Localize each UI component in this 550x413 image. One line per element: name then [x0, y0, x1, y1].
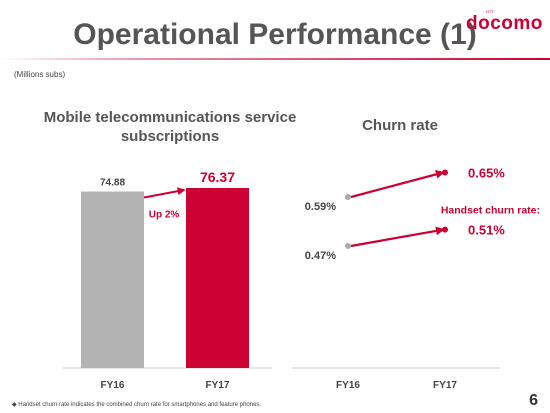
- churn-series-line: [350, 170, 445, 199]
- title-divider: [0, 58, 550, 60]
- churn-label-fy16: 0.47%: [305, 250, 336, 262]
- footnote-bullet-icon: ◆: [12, 402, 19, 408]
- churn-point-fy16: [345, 194, 351, 200]
- x-tick-label: FY16: [101, 380, 125, 391]
- churn-chart-title: Churn rate: [362, 117, 438, 134]
- churn-point-fy16: [345, 243, 351, 249]
- series-name-label: Handset churn rate:: [441, 205, 540, 217]
- growth-annotation: Up 2%: [149, 210, 180, 221]
- bar-value-label: 76.37: [200, 169, 235, 185]
- subscriptions-chart-title: Mobile telecommunications service subscr…: [43, 109, 297, 145]
- x-tick-label: FY17: [206, 380, 230, 391]
- ntt-mark: NTT: [486, 9, 494, 14]
- docomo-logo: docomo: [466, 13, 543, 34]
- units-note: (Millions subs): [14, 70, 66, 79]
- x-tick-label: FY16: [336, 380, 360, 391]
- churn-point-fy17: [442, 169, 448, 176]
- bar-fy16: [81, 191, 144, 368]
- bar-value-label: 74.88: [100, 178, 125, 189]
- churn-point-fy17: [442, 226, 448, 233]
- page-number: 6: [529, 392, 538, 409]
- x-tick-label: FY17: [433, 380, 457, 391]
- growth-arrow: [143, 187, 186, 199]
- footnote-text: Handset churn rate indicates the combine…: [18, 402, 262, 408]
- churn-label-fy16: 0.59%: [305, 201, 336, 213]
- bar-fy17: [186, 188, 249, 368]
- churn-label-fy17: 0.51%: [468, 223, 505, 238]
- footnote: ◆ Handset churn rate indicates the combi…: [12, 401, 261, 408]
- churn-label-fy17: 0.65%: [468, 166, 505, 181]
- churn-series-line: [350, 226, 445, 248]
- slide-title: Operational Performance (1): [73, 18, 477, 51]
